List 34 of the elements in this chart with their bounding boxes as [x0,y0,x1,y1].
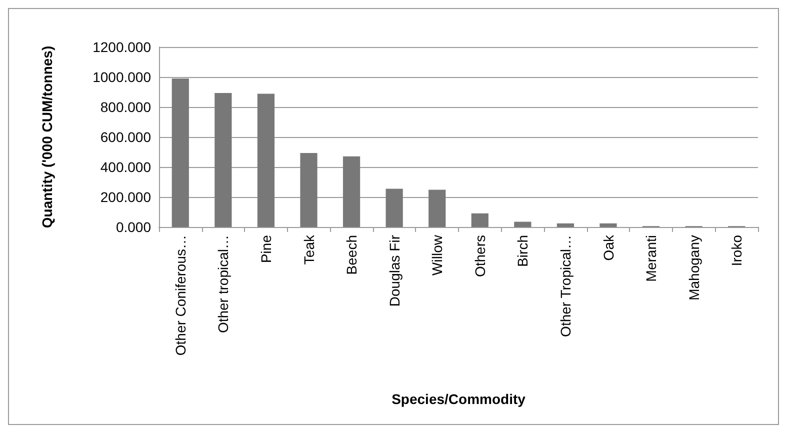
x-tick-label: Birch [514,235,531,267]
x-tick-label: Others [472,235,488,278]
x-tick-label: Other Tropical… [557,235,574,337]
bar [300,153,318,227]
y-tick-label: 1000.000 [92,69,152,85]
bar [428,190,446,227]
y-tick-label: 800.000 [100,99,152,115]
x-tick-label: Teak [300,234,317,265]
x-tick-label: Beech [344,235,360,275]
y-tick-label: 400.000 [100,159,152,175]
x-tick-label: Meranti [643,235,660,282]
x-tick-label: Other Coniferous… [172,235,188,356]
bar [214,93,232,227]
y-axis-title: Quantity ('000 CUM/tonnes) [39,46,55,228]
x-tick-label: Douglas Fir [386,234,402,307]
bar [556,223,574,227]
y-tick-label: 600.000 [100,129,152,145]
bar [514,222,532,227]
x-tick-label: Other tropical… [215,235,232,334]
y-tick-label: 200.000 [100,189,152,205]
bar [471,213,488,227]
x-tick-label: Mahogany [686,235,702,300]
x-tick-label: Pine [258,234,274,264]
x-tick-label: Willow [429,234,446,276]
y-tick-label: 0.000 [116,219,152,235]
y-tick-label: 1200.000 [92,39,152,55]
x-tick-label: Iroko [728,234,745,266]
bar [172,78,189,227]
x-tick-label: Oak [600,234,616,261]
bar [342,156,360,227]
bar [386,188,403,227]
x-axis-title: Species/Commodity [392,391,526,407]
bar [600,223,617,227]
bar [257,94,275,227]
